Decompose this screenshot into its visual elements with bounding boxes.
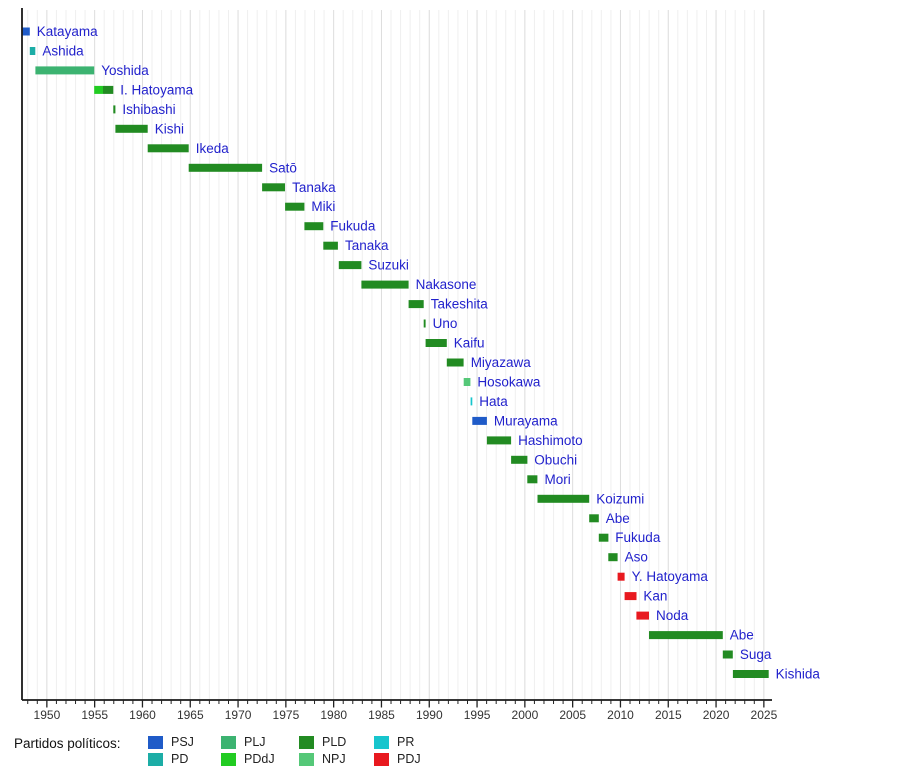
pm-name-label[interactable]: Miki [311,199,335,214]
pm-term-bar-PLD [527,475,538,484]
pm-term-bar-PLD [423,319,426,328]
x-axis-tick-label: 1990 [416,708,443,722]
pm-term-bar-PLD [115,124,148,133]
pm-term-bar-PLD [304,222,324,231]
pm-term-bar-PLD [338,261,362,270]
pm-term-bar-PLD [649,631,723,640]
pm-name-label[interactable]: Katayama [37,24,98,39]
pm-term-bar-PDJ [624,592,637,601]
pm-term-bar-PSJ [472,416,487,425]
pm-term-bar-PDJ [617,572,625,581]
x-axis-tick-label: 2015 [655,708,682,722]
pm-term-bar-PR [470,397,473,406]
pm-name-label[interactable]: Yoshida [101,63,149,78]
pm-name-label[interactable]: Abe [730,628,754,643]
x-axis-tick-label: 2000 [512,708,539,722]
pm-name-label[interactable]: Aso [625,550,648,565]
pm-term-bar-PDdJ [94,85,103,94]
pm-term-bar-PLD [262,183,285,192]
pm-name-label[interactable]: Suga [740,647,772,662]
pm-term-bar-PLD [103,85,114,94]
pm-term-bar-PLD [408,300,424,309]
pm-term-bar-PLD [732,670,769,678]
pm-name-label[interactable]: Nakasone [416,277,477,292]
pm-name-label[interactable]: Hosokawa [477,375,541,390]
pm-term-bar-PLD [722,650,733,659]
x-axis-tick-label: 2010 [607,708,634,722]
x-axis-tick-label: 1950 [34,708,61,722]
x-axis-tick-label: 1970 [225,708,252,722]
pm-name-label[interactable]: I. Hatoyama [120,82,193,97]
pm-term-bar-PLD [188,163,263,172]
pm-name-label[interactable]: Noda [656,608,689,623]
pm-name-label[interactable]: Tanaka [345,238,389,253]
pm-term-bar-PLD [147,144,189,153]
pm-name-label[interactable]: Mori [545,472,571,487]
pm-name-label[interactable]: Kishida [776,667,821,682]
pm-name-label[interactable]: Murayama [494,413,558,428]
pm-term-bar-PLD [608,553,618,562]
pm-name-label[interactable]: Obuchi [534,452,577,467]
pm-term-bar-PD [29,47,36,55]
x-axis-tick-label: 2020 [703,708,730,722]
pm-name-label[interactable]: Abe [606,511,630,526]
pm-term-bar-PLJ [35,66,95,75]
pm-name-label[interactable]: Y. Hatoyama [632,569,709,584]
x-axis-tick-label: 2025 [751,708,778,722]
pm-term-bar-PLD [361,280,409,289]
x-axis-tick-label: 2005 [559,708,586,722]
pm-term-bar-PLD [589,514,599,523]
pm-name-label[interactable]: Ikeda [196,141,230,156]
pm-term-bar-PLD [511,455,528,464]
pm-name-label[interactable]: Fukuda [615,530,661,545]
pm-name-label[interactable]: Tanaka [292,180,336,195]
pm-name-label[interactable]: Koizumi [596,491,644,506]
pm-term-bar-PLD [446,358,464,367]
pm-term-bar-PDJ [636,611,649,620]
pm-name-label[interactable]: Ashida [42,44,84,59]
pm-term-bar-PLD [486,436,512,445]
pm-name-label[interactable]: Suzuki [368,258,409,273]
pm-term-bar-PLD [537,494,590,503]
x-axis-tick-label: 1985 [368,708,395,722]
pm-term-bar-PLD [425,339,447,347]
pm-name-label[interactable]: Hata [479,394,508,409]
pm-name-label[interactable]: Miyazawa [471,355,532,370]
pm-name-label[interactable]: Satō [269,160,297,175]
x-axis-tick-label: 1955 [81,708,108,722]
pm-name-label[interactable]: Fukuda [330,219,376,234]
pm-name-label[interactable]: Uno [433,316,458,331]
pm-term-bar-PLD [113,105,116,114]
x-axis-tick-label: 1975 [273,708,300,722]
x-axis-tick-label: 1960 [129,708,156,722]
pm-term-bar-PLD [323,241,338,250]
pm-name-label[interactable]: Hashimoto [518,433,583,448]
pm-name-label[interactable]: Kishi [155,121,184,136]
pm-term-bar-PLD [285,202,305,211]
pm-term-bar-PLD [598,533,609,542]
pm-name-label[interactable]: Takeshita [431,297,489,312]
x-axis-tick-label: 1995 [464,708,491,722]
pm-name-label[interactable]: Kan [643,589,667,604]
pm-name-label[interactable]: Kaifu [454,336,485,351]
pm-name-label[interactable]: Ishibashi [122,102,175,117]
pm-term-bar-NPJ [463,378,471,386]
x-axis-tick-label: 1965 [177,708,204,722]
x-axis-tick-label: 1980 [320,708,347,722]
pm-term-bar-PSJ [22,27,30,36]
